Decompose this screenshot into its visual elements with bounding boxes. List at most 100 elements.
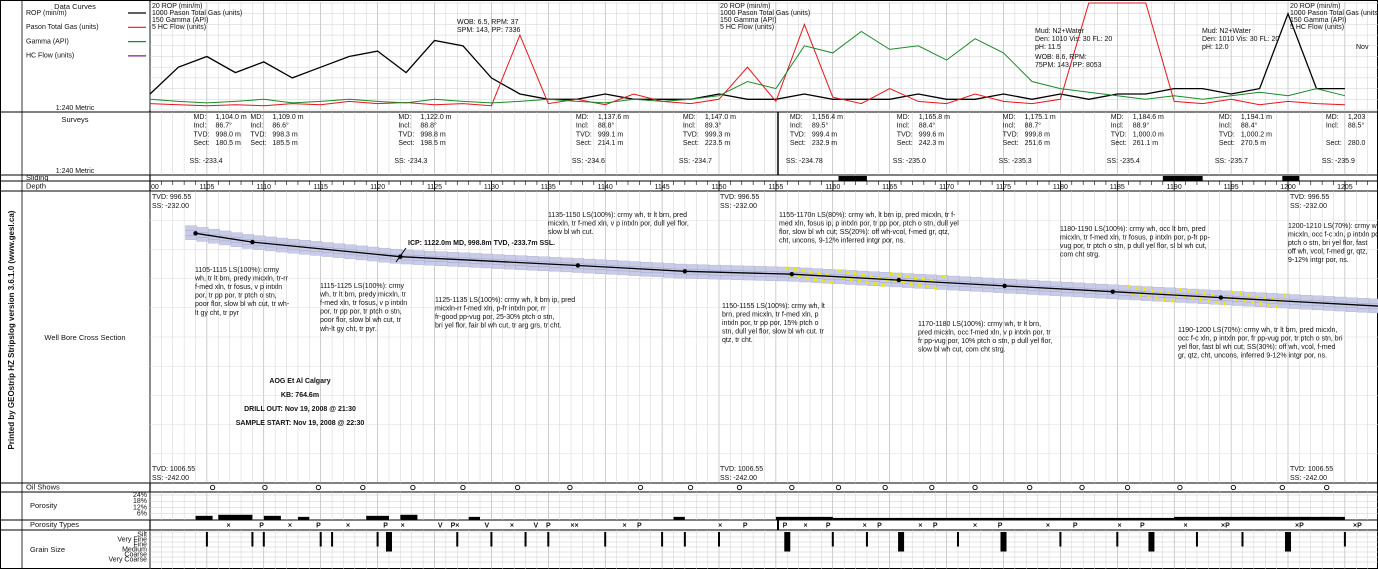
porosity-type: ×P xyxy=(1353,522,1362,529)
survey-value: 88.4° xyxy=(1241,122,1258,130)
depth-tick-label: 1180 xyxy=(1053,184,1068,191)
porosity-tick-label: 24% xyxy=(133,492,147,499)
porosity-tick-label: 18% xyxy=(133,498,147,505)
track-label: Porosity Types xyxy=(30,520,79,529)
survey-field: TVD: xyxy=(1219,131,1235,138)
porosity-type: × xyxy=(346,522,350,529)
survey-field: Incl: xyxy=(1326,123,1339,130)
lithology-description: vug por, tr ptch o stn, p dull yel flor,… xyxy=(1060,243,1207,250)
curve-header: 1000 Pason Total Gas (units) xyxy=(152,10,242,17)
grain-class-label: Very Coarse xyxy=(108,556,147,563)
depth-tick-label: 1165 xyxy=(882,184,897,191)
survey-field: Sect: xyxy=(194,140,210,147)
oil-show xyxy=(1124,484,1131,491)
porosity-type: P xyxy=(546,522,551,529)
sand-dot xyxy=(1239,292,1243,296)
porosity-bar xyxy=(468,516,481,520)
sliding-block xyxy=(1282,176,1300,181)
oil-show xyxy=(736,484,743,491)
survey-ss: SS: -234.6 xyxy=(572,158,605,165)
track-label: Depth xyxy=(26,181,46,190)
lithology-description: f-med xln, tr fosus, v p intxln xyxy=(195,284,282,291)
sand-dot xyxy=(1127,285,1131,289)
lithology-description: 1135-1150 LS(100%): crmy wh, tr lt brn, … xyxy=(548,212,687,219)
survey-field: Incl: xyxy=(398,123,411,130)
survey-field: Sect: xyxy=(398,140,414,147)
grain-bar xyxy=(205,532,208,547)
oil-show xyxy=(882,484,888,491)
porosity-type: ×P xyxy=(1295,522,1304,529)
survey-value: 185.5 m xyxy=(272,140,297,147)
grain-class-label: Fine xyxy=(133,541,147,548)
grain-bar xyxy=(898,532,905,552)
survey-field: Sect: xyxy=(1219,140,1235,147)
lithology-description: flor, slow bl wh cut; SS(20%): off wh-vc… xyxy=(779,229,950,236)
tvd-label: TVD: 996.55 xyxy=(1290,194,1329,201)
lithology-description: 1200-1210 LS(70%): crmy wh, tr lt brn, p… xyxy=(1288,223,1378,230)
lithology-description: qtz, tr cht. xyxy=(722,337,753,344)
grain-class-label: Medium xyxy=(122,546,147,553)
oil-show xyxy=(637,484,644,491)
sand-dot xyxy=(1243,299,1247,303)
sand-dot xyxy=(845,270,849,274)
survey-field: MD: xyxy=(790,114,803,121)
grain-bar xyxy=(1148,532,1155,552)
porosity-type: P xyxy=(998,522,1003,529)
survey-field: TVD: xyxy=(398,131,414,138)
legend-entry: Pason Total Gas (units) xyxy=(26,24,99,31)
survey-value: 1,194.1 m xyxy=(1241,114,1272,121)
track-label: 1:240 Metric xyxy=(56,168,95,175)
survey-value: 89.3° xyxy=(705,122,722,130)
oil-show xyxy=(1324,484,1330,491)
sand-dot xyxy=(853,272,857,276)
depth-tick-label: 1125 xyxy=(427,184,442,191)
sand-dot xyxy=(1207,299,1211,303)
sand-dot xyxy=(1135,286,1139,290)
depth-tick-label: 1170 xyxy=(939,184,954,191)
porosity-type: V xyxy=(438,522,443,529)
sand-dot xyxy=(1143,287,1147,292)
sand-dot xyxy=(1247,293,1251,297)
lithology-description: com cht strg. xyxy=(1060,252,1100,259)
sand-dot xyxy=(817,272,821,276)
depth-tick-label: 1145 xyxy=(655,184,670,191)
sand-dot xyxy=(1151,289,1155,293)
survey-field: TVD: xyxy=(790,131,806,138)
well-info: AOG Et Al Calgary xyxy=(269,378,330,385)
survey-value: 998.8 m xyxy=(420,131,445,138)
sand-dot xyxy=(905,274,909,279)
lithology-description: 1150-1155 LS(100%): crmy wh, lt xyxy=(722,303,825,310)
survey-field: TVD: xyxy=(1003,131,1019,138)
curve-header: 1000 Pason Total Gas (units) xyxy=(720,10,810,17)
sand-dot xyxy=(785,266,789,270)
ss-label: SS: -242.00 xyxy=(1290,475,1327,482)
track-label: Porosity xyxy=(30,501,57,510)
survey-field: Incl: xyxy=(1219,123,1232,130)
well-path-extension xyxy=(1220,296,1378,307)
survey-field: MD: xyxy=(194,114,207,121)
depth-tick-label: 1190 xyxy=(1167,184,1182,191)
survey-value: 999.8 m xyxy=(1025,131,1050,138)
survey-value: 88.9° xyxy=(1133,122,1150,130)
survey-field: Sect: xyxy=(683,140,699,147)
ss-label: SS: -242.00 xyxy=(152,475,189,482)
survey-value: 180.5 m xyxy=(216,140,241,147)
porosity-type: P xyxy=(383,522,388,529)
porosity-bar xyxy=(1174,516,1288,520)
porosity-type: × xyxy=(401,522,405,529)
depth-tick-label: 1120 xyxy=(370,184,385,191)
survey-value: 1,109.0 m xyxy=(272,114,303,121)
survey-field: Incl: xyxy=(897,123,910,130)
survey-field: TVD: xyxy=(683,131,699,138)
sand-dot xyxy=(861,273,865,277)
curve-header: 150 Gamma (API) xyxy=(720,17,776,24)
porosity-type: × xyxy=(510,522,514,529)
sand-dot xyxy=(821,279,825,283)
depth-tick-label: 1195 xyxy=(1224,184,1239,191)
survey-value: 88.5° xyxy=(1348,122,1365,130)
survey-field: Incl: xyxy=(683,123,696,130)
sand-dot xyxy=(1155,296,1159,300)
porosity-type: × xyxy=(226,522,230,529)
grain-bar xyxy=(784,532,791,552)
oil-show xyxy=(514,484,521,491)
